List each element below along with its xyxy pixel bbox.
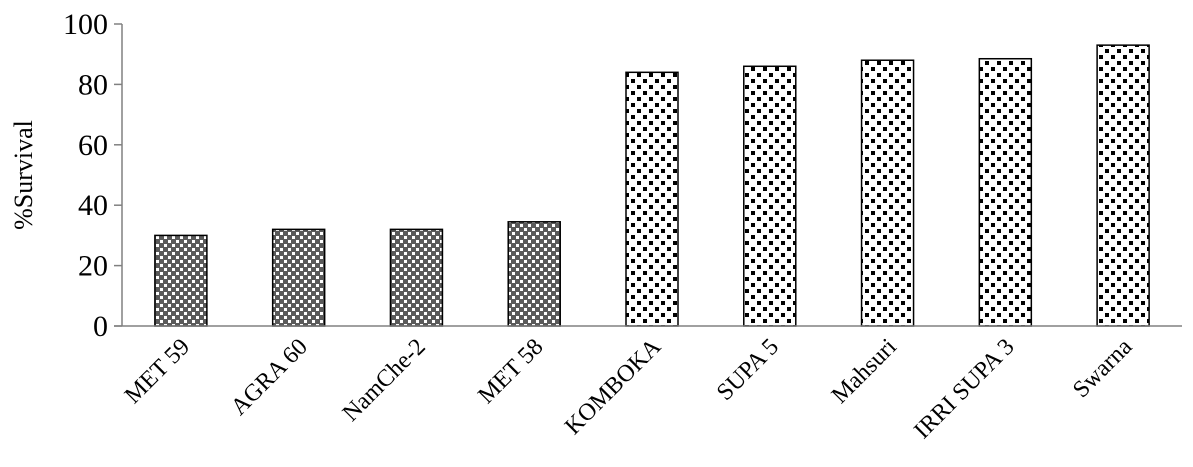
y-tick-label: 80: [78, 68, 108, 101]
x-category-label: MET 58: [473, 334, 548, 409]
y-tick-label: 60: [78, 129, 108, 162]
bar-mahsuri: [860, 59, 915, 327]
bar-swarna: [1096, 44, 1150, 327]
x-category-label: Mahsuri: [827, 334, 902, 409]
y-tick-label: 40: [78, 189, 108, 222]
bars: [154, 44, 1150, 327]
y-tick-label: 100: [63, 8, 108, 41]
x-category-label: NamChe-2: [338, 334, 431, 427]
y-axis-ticks: 0 20 40 60 80 100: [63, 8, 122, 343]
bar-supa-5: [743, 65, 797, 327]
x-category-label: Swarna: [1068, 334, 1138, 404]
bar-namche-2: [389, 228, 444, 327]
bar-komboka: [625, 71, 679, 327]
y-tick-label: 0: [93, 310, 108, 343]
bar-irri-supa-3: [978, 57, 1033, 327]
y-axis-title: %Survival: [9, 120, 38, 230]
y-tick-label: 20: [78, 250, 108, 283]
x-axis-labels: MET 59 AGRA 60 NamChe-2 MET 58 KOMBOKA SUPA 5…: [120, 333, 1138, 444]
x-category-label: IRRI SUPA 3: [909, 334, 1019, 444]
x-category-label: MET 59: [120, 334, 195, 409]
x-category-label: AGRA 60: [226, 334, 313, 421]
bar-met-59: [154, 234, 208, 327]
bar-met-58: [507, 221, 561, 327]
x-category-label: SUPA 5: [712, 334, 784, 406]
x-category-label: KOMBOKA: [560, 333, 667, 440]
bar-agra-60: [271, 228, 326, 327]
